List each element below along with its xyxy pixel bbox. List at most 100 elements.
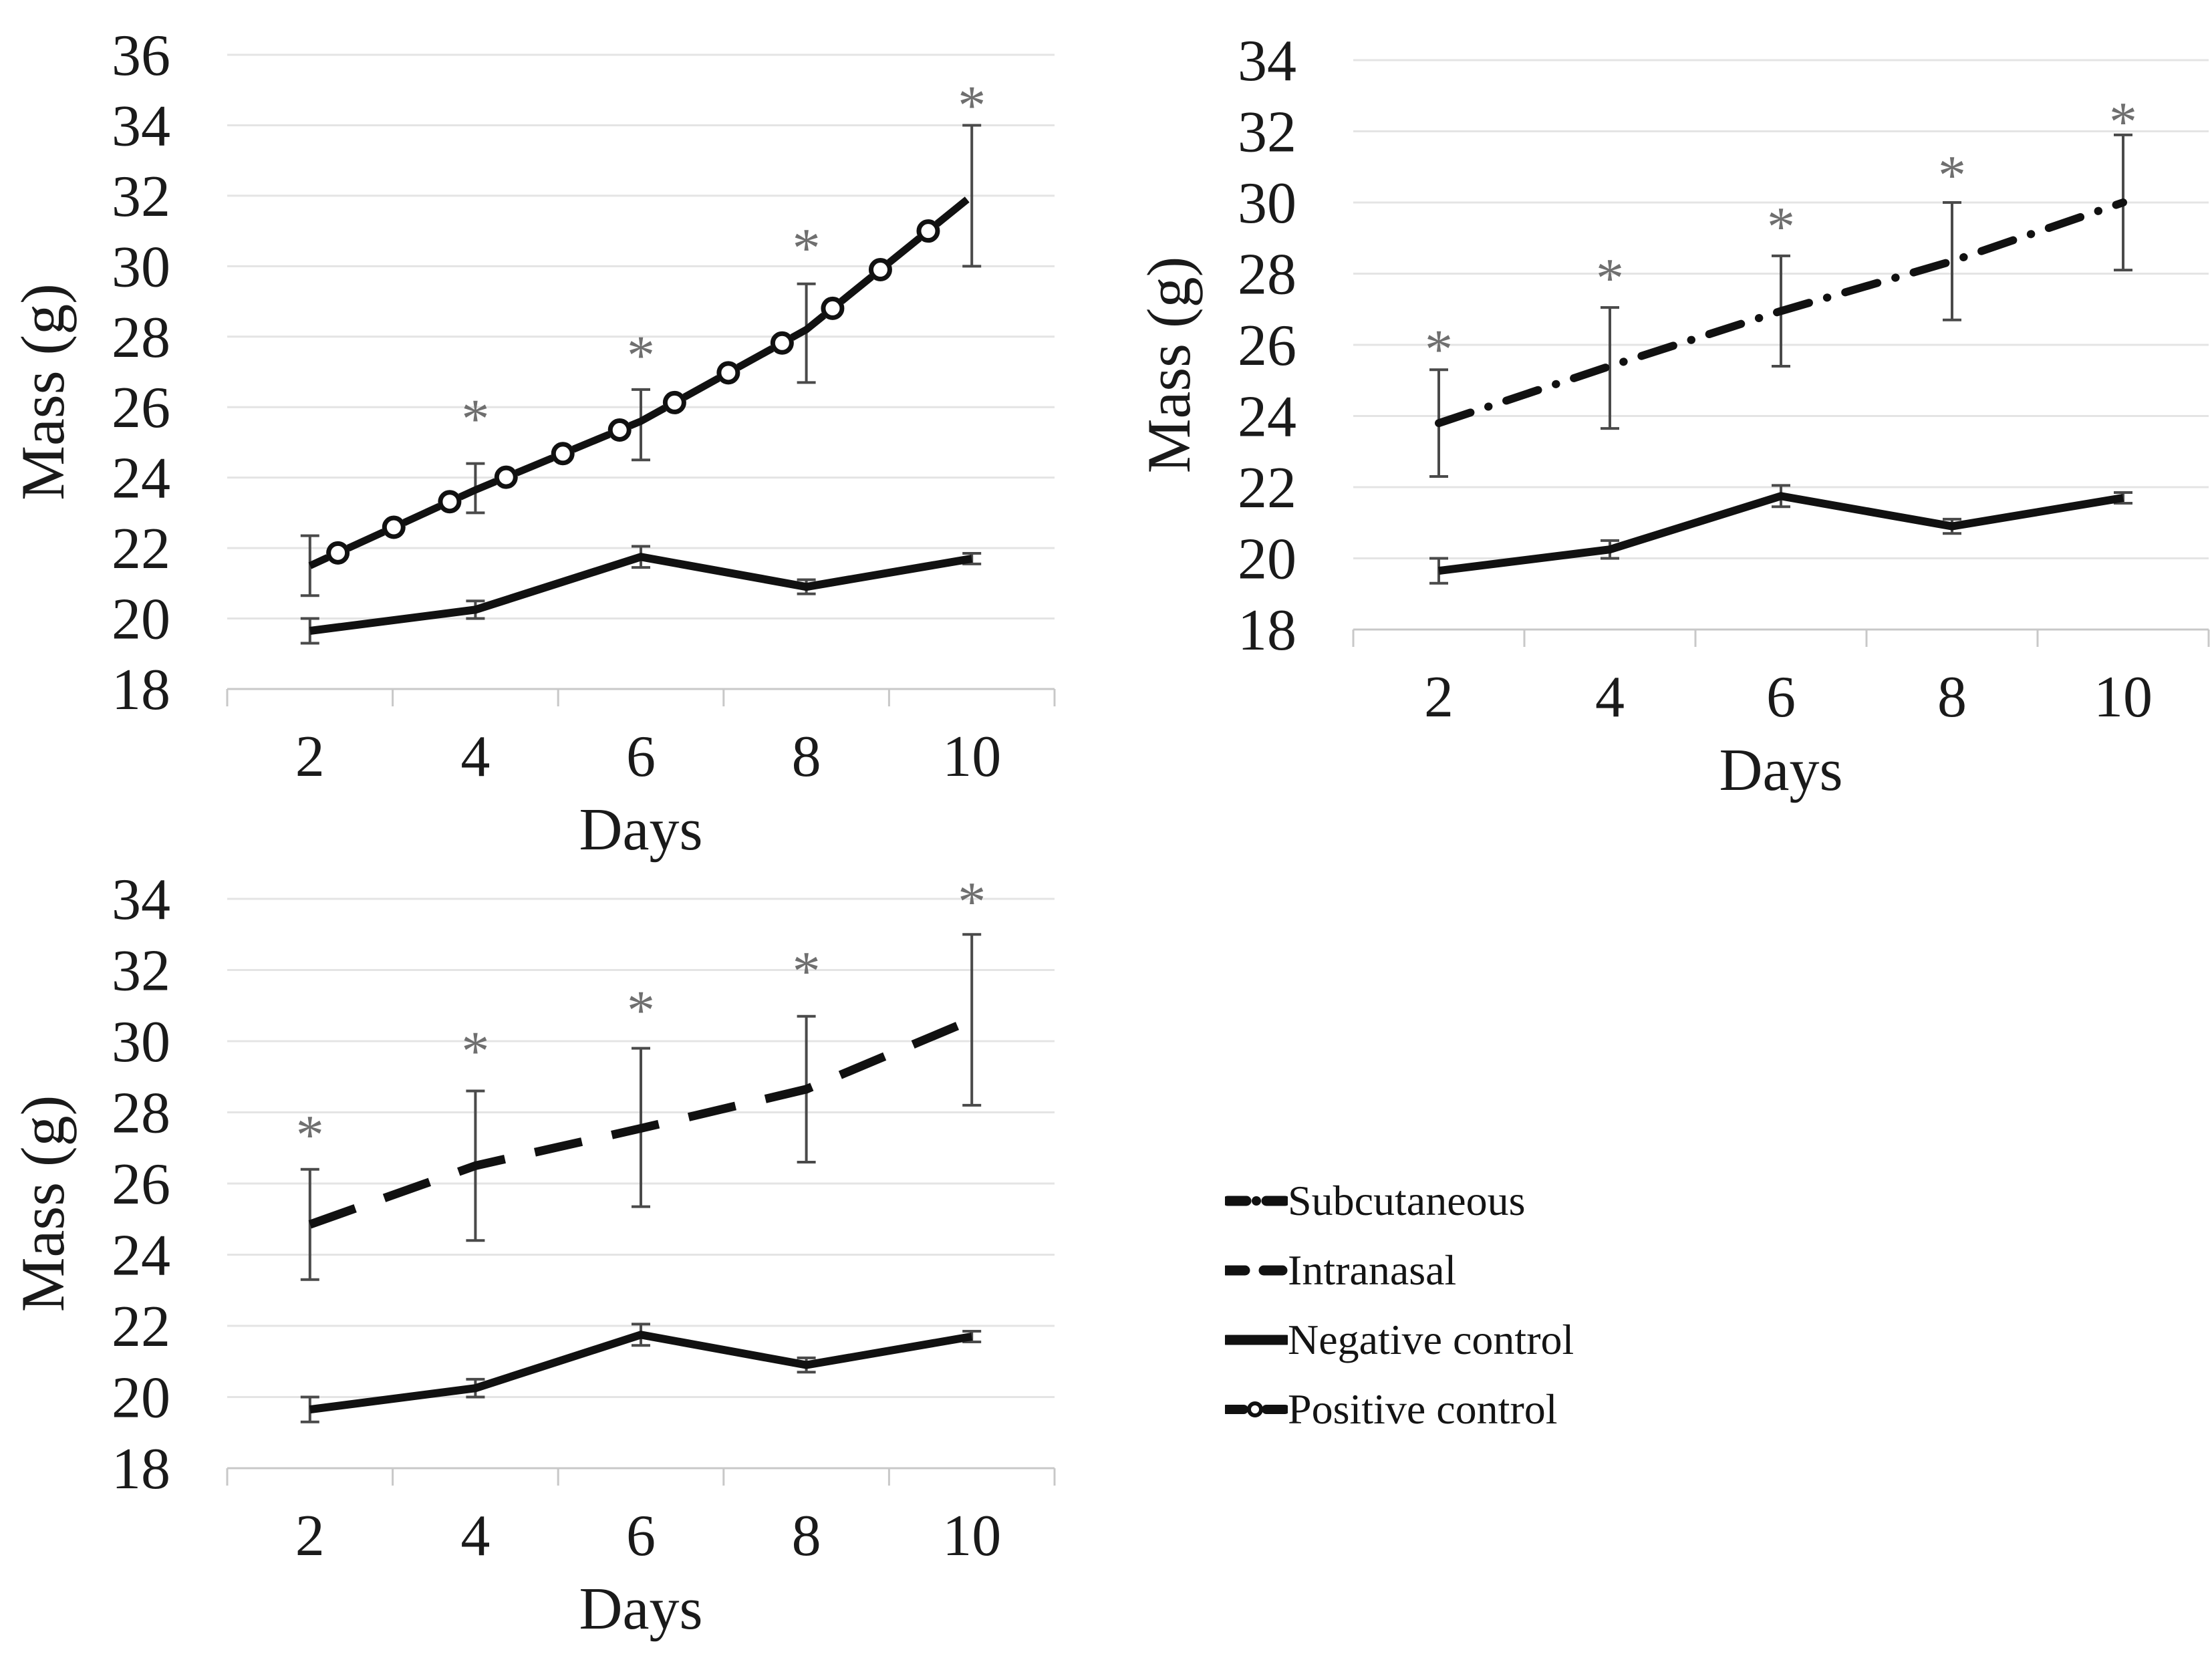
open-circle-marker [494, 465, 518, 489]
x-tick-label: 4 [460, 724, 490, 789]
y-tick-label: 18 [1238, 598, 1296, 663]
series-line-solid [309, 553, 973, 635]
legend-label-intranasal: Intranasal [1288, 1246, 1457, 1294]
y-tick-label: 34 [112, 94, 170, 158]
y-tick-label: 18 [112, 1437, 170, 1502]
significance-asterisk: * [2109, 91, 2137, 153]
y-tick-label: 34 [1238, 29, 1296, 94]
x-tick-label: 4 [460, 1504, 490, 1568]
error-bar [1943, 201, 1961, 321]
y-tick-label: 26 [112, 1152, 170, 1217]
significance-asterisk: * [1425, 319, 1453, 381]
significance-asterisk: * [461, 388, 489, 450]
open-circle-marker [716, 361, 740, 385]
open-circle-marker [916, 219, 940, 243]
x-tick-label: 4 [1595, 665, 1625, 730]
significance-asterisk: * [627, 325, 655, 387]
y-tick-label: 26 [112, 376, 170, 440]
y-tick-label: 24 [1238, 385, 1296, 450]
open-circle-marker [821, 296, 845, 320]
x-axis-title: Days [579, 797, 703, 863]
y-tick-label: 30 [112, 235, 170, 299]
y-tick-label: 32 [1238, 100, 1296, 165]
error-bar [962, 933, 982, 1107]
y-tick-label: 34 [112, 867, 170, 932]
dash-line-sample-icon [1225, 1265, 1288, 1276]
series-line-dash-circle [308, 192, 974, 569]
y-tick-label: 22 [1238, 456, 1296, 521]
y-tick-label: 18 [112, 658, 170, 722]
y-tick-label: 24 [112, 446, 170, 511]
significance-asterisk: * [958, 871, 986, 933]
x-tick-label: 8 [792, 1504, 821, 1568]
significance-asterisk: * [1596, 247, 1624, 309]
y-tick-label: 28 [112, 1081, 170, 1146]
legend-open-circle [1247, 1401, 1263, 1417]
dash-circle-line-sample-icon [1225, 1401, 1288, 1417]
x-tick-label: 6 [626, 724, 656, 789]
significance-asterisk: * [793, 217, 821, 279]
y-tick-label: 32 [112, 164, 170, 229]
series-line-dashed [308, 1016, 974, 1229]
legend-dot [1252, 1196, 1261, 1206]
x-tick-label: 2 [1424, 665, 1454, 730]
x-tick-label: 2 [295, 724, 325, 789]
legend-item-subcutaneous: Subcutaneous [1225, 1166, 1574, 1236]
significance-asterisk: * [296, 1104, 324, 1166]
significance-asterisk: * [1938, 144, 1966, 206]
legend-label-positive-control: Positive control [1288, 1385, 1558, 1433]
open-circle-marker [551, 442, 575, 466]
x-tick-label: 10 [942, 1504, 1001, 1568]
y-tick-label: 26 [1238, 313, 1296, 378]
legend: Subcutaneous Intranasal Negative control… [1225, 1166, 1574, 1444]
y-tick-label: 36 [112, 23, 170, 88]
x-tick-label: 6 [1766, 665, 1796, 730]
y-tick-label: 24 [112, 1224, 170, 1288]
solid-line-sample-icon [1225, 1335, 1288, 1345]
legend-item-intranasal: Intranasal [1225, 1236, 1574, 1305]
y-tick-label: 30 [112, 1010, 170, 1075]
error-bar [1601, 306, 1619, 430]
y-tick-label: 22 [112, 517, 170, 581]
legend-item-positive-control: Positive control [1225, 1375, 1574, 1444]
y-axis-title: Mass (g) [9, 283, 77, 501]
x-tick-label: 8 [1937, 665, 1967, 730]
dash-dot-line-sample-icon [1225, 1196, 1288, 1206]
series-line-dash-dot [1435, 198, 2127, 428]
series-line-solid [1438, 492, 2124, 575]
x-tick-label: 10 [942, 724, 1001, 789]
y-tick-label: 20 [112, 1366, 170, 1431]
open-circle-marker [382, 515, 406, 539]
x-axis-title: Days [1719, 737, 1843, 803]
open-circle-marker [770, 331, 794, 355]
x-tick-label: 8 [792, 724, 821, 789]
y-tick-label: 32 [112, 939, 170, 1004]
open-circle-marker [868, 258, 892, 282]
x-tick-label: 10 [2094, 665, 2153, 730]
x-tick-label: 2 [295, 1504, 325, 1568]
legend-label-negative-control: Negative control [1288, 1316, 1574, 1363]
significance-asterisk: * [461, 1020, 489, 1083]
y-tick-label: 28 [112, 305, 170, 370]
significance-asterisk: * [793, 940, 821, 1002]
y-axis-title: Mass (g) [1135, 257, 1203, 474]
legend-label-subcutaneous: Subcutaneous [1288, 1177, 1526, 1224]
y-tick-label: 28 [1238, 243, 1296, 307]
y-tick-label: 22 [112, 1294, 170, 1359]
x-axis-title: Days [579, 1576, 703, 1642]
error-bar [962, 124, 982, 268]
y-tick-label: 20 [112, 587, 170, 652]
x-tick-label: 6 [626, 1504, 656, 1568]
legend-item-negative-control: Negative control [1225, 1305, 1574, 1375]
y-tick-label: 20 [1238, 527, 1296, 592]
y-tick-label: 30 [1238, 171, 1296, 236]
significance-asterisk: * [958, 74, 986, 136]
open-circle-marker [326, 541, 350, 565]
y-axis-title: Mass (g) [9, 1095, 77, 1312]
significance-asterisk: * [627, 979, 655, 1041]
